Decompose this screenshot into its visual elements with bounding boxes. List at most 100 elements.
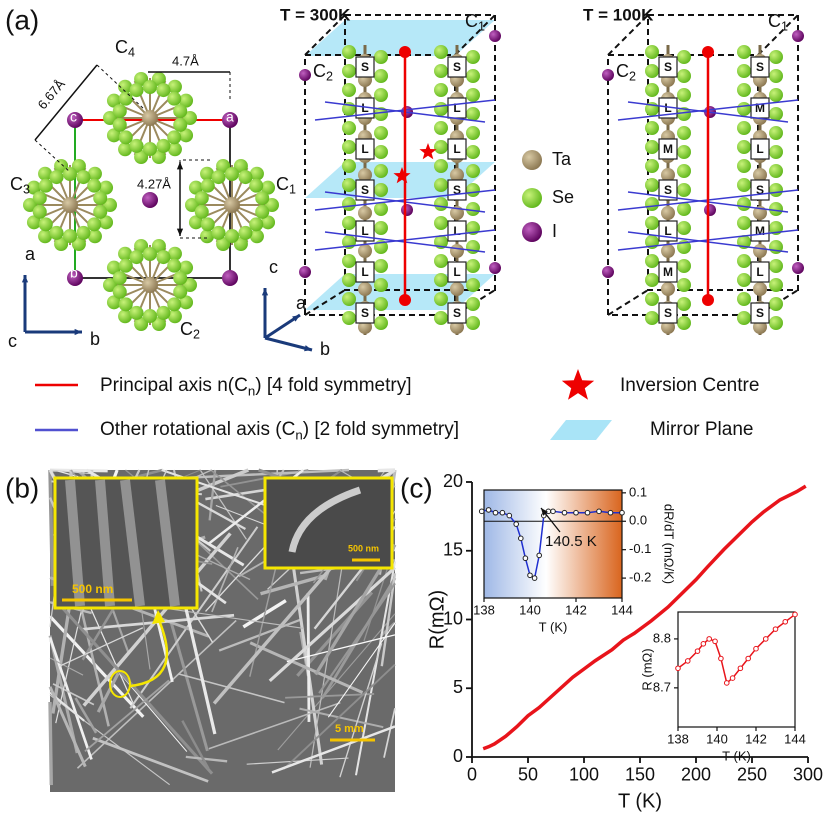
guide: [34, 64, 98, 141]
se-atom: [737, 121, 751, 135]
se-atom: [112, 284, 127, 299]
chain-label: M: [755, 224, 765, 238]
se-atom: [225, 167, 239, 181]
se-atom: [118, 309, 133, 324]
data-point: [550, 508, 556, 515]
se-atom: [737, 159, 751, 173]
annotation: 140.5 K: [545, 533, 597, 550]
se-atom: [677, 88, 691, 102]
se-atom: [466, 145, 480, 159]
se-atom: [342, 273, 356, 287]
chain-label: S: [361, 60, 369, 74]
fiber: [48, 636, 93, 760]
label-box: [447, 220, 467, 242]
se-atom: [645, 197, 659, 211]
x-tick-label: 300: [793, 764, 823, 784]
arrow-head: [261, 288, 269, 296]
se-atom: [156, 305, 171, 320]
data-point: [531, 575, 538, 581]
atom-key-label: I: [552, 221, 557, 241]
data-point: [782, 618, 789, 625]
x-tick-label: 100: [569, 764, 599, 784]
x-tick-label: 138: [667, 732, 689, 747]
atom-key: [522, 188, 542, 208]
se-atom: [677, 69, 691, 83]
cluster-label: C2: [616, 61, 636, 84]
data-point: [536, 552, 543, 559]
se-atom: [200, 166, 215, 181]
atom-label: b: [70, 265, 78, 281]
chain-label: L: [756, 142, 763, 156]
label-box: [750, 56, 770, 78]
se-atom: [151, 149, 166, 164]
cell-edge: [607, 289, 649, 316]
atom-key-label: Se: [552, 187, 574, 207]
pointer-head: [152, 610, 165, 624]
se-atom: [677, 50, 691, 64]
fiber: [306, 593, 311, 722]
highlight: [109, 670, 131, 698]
se-atom: [118, 130, 133, 145]
ta-atom: [661, 282, 675, 296]
chain-label: L: [453, 142, 460, 156]
fiber: [181, 720, 210, 770]
cluster-label-sub: 2: [629, 70, 636, 84]
structure-title: T = 100K: [583, 5, 654, 24]
chain-label: L: [361, 142, 368, 156]
label-box: [750, 138, 770, 160]
se-atom: [737, 216, 751, 230]
chain-label: L: [756, 265, 763, 279]
se-atom: [63, 167, 77, 181]
se-atom: [769, 50, 783, 64]
legend-text-sub: n: [295, 427, 302, 442]
x-tick-label: 0: [467, 764, 477, 784]
se-atom: [225, 229, 239, 243]
se-atom: [769, 69, 783, 83]
se-atom: [466, 126, 480, 140]
se-atom: [99, 215, 114, 230]
cluster-label-main: C: [313, 61, 326, 81]
legend-text: Mirror Plane: [650, 419, 753, 440]
se-atom: [342, 140, 356, 154]
axis-letter: b: [320, 339, 330, 359]
atom-key-label: Ta: [552, 149, 572, 169]
cluster-label-sub: 3: [23, 183, 30, 197]
panel-label: (a): [5, 4, 39, 35]
se-atom: [106, 295, 121, 310]
chain-label: L: [361, 265, 368, 279]
se-atom: [737, 273, 751, 287]
cell-edge: [304, 289, 346, 316]
se-atom: [103, 111, 117, 125]
se-atom: [167, 258, 182, 273]
se-atom: [434, 197, 448, 211]
panel-c: (c) 0 50 100 150 200 250 300 0 5 10 15 20 T (K) R(mΩ) 1…: [400, 471, 823, 813]
se-atom: [151, 316, 166, 331]
data-point: [694, 648, 701, 654]
ta-atom: [450, 168, 464, 182]
se-atom: [466, 164, 480, 178]
se-atom: [677, 145, 691, 159]
data-point: [573, 509, 579, 516]
arrow-head: [74, 328, 82, 336]
se-atom: [737, 197, 751, 211]
se-atom: [211, 170, 226, 185]
scale-label: 5 mm: [335, 723, 364, 735]
arrow-shaft: [264, 336, 313, 352]
se-atom: [106, 260, 121, 275]
se-atom: [167, 246, 182, 261]
se-atom: [249, 166, 264, 181]
ta-atom: [661, 206, 675, 220]
arrow-head: [304, 345, 312, 352]
se-atom: [466, 278, 480, 292]
se-atom: [179, 128, 194, 143]
arrow-head: [176, 228, 184, 236]
se-atom: [188, 215, 203, 230]
se-atom: [645, 178, 659, 192]
chain-label: S: [756, 306, 764, 320]
se-atom: [173, 284, 188, 299]
label-box: [658, 261, 678, 283]
se-atom: [645, 140, 659, 154]
se-atom: [645, 159, 659, 173]
ta-atom: [358, 168, 372, 182]
se-atom: [769, 316, 783, 330]
